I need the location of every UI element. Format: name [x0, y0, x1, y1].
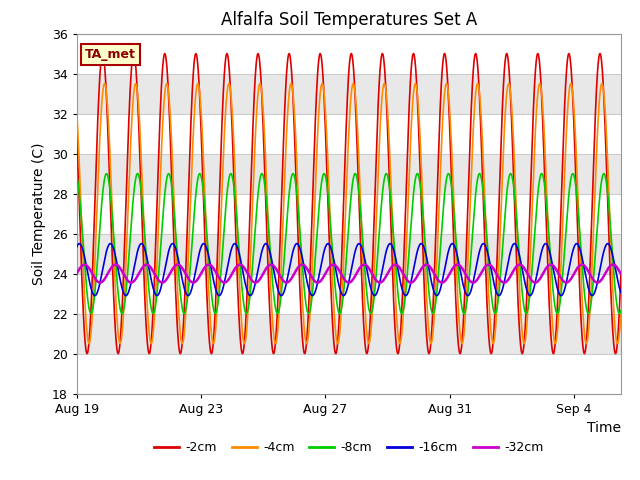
Bar [77, 114, 621, 154]
Bar [77, 34, 621, 73]
Title: Alfalfa Soil Temperatures Set A: Alfalfa Soil Temperatures Set A [221, 11, 477, 29]
Text: TA_met: TA_met [85, 48, 136, 61]
X-axis label: Time: Time [587, 421, 621, 435]
Bar [77, 313, 621, 354]
Bar [77, 354, 621, 394]
Y-axis label: Soil Temperature (C): Soil Temperature (C) [33, 143, 46, 285]
Legend: -2cm, -4cm, -8cm, -16cm, -32cm: -2cm, -4cm, -8cm, -16cm, -32cm [149, 436, 548, 459]
Bar [77, 73, 621, 114]
Bar [77, 154, 621, 193]
Bar [77, 234, 621, 274]
Bar [77, 274, 621, 313]
Bar [77, 193, 621, 234]
